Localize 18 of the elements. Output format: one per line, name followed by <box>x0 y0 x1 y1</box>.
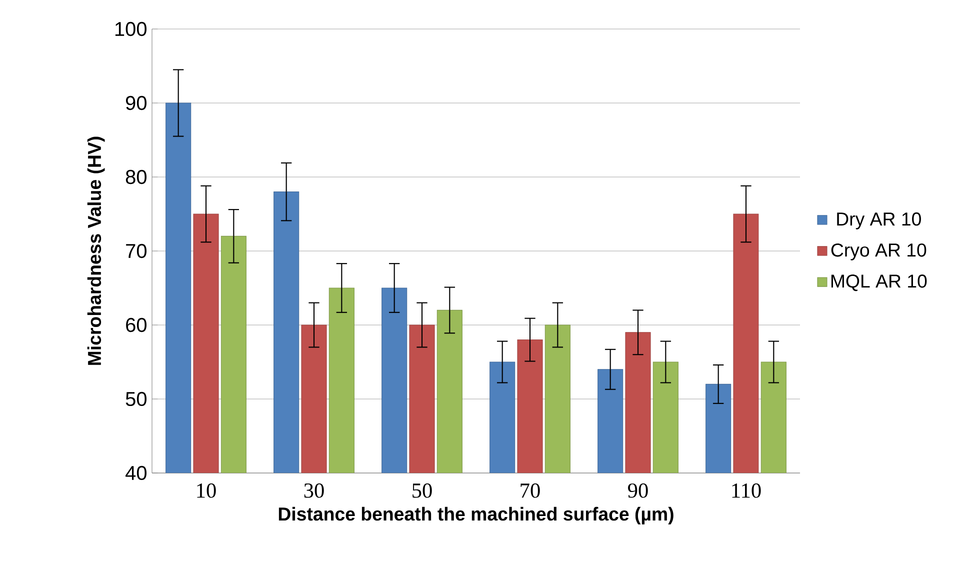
y-tick-label: 90 <box>126 96 146 110</box>
x-axis-title: Distance beneath the machined surface (µm) <box>278 506 674 524</box>
y-tick-label: 80 <box>126 170 146 184</box>
y-tick-label: 60 <box>126 318 146 332</box>
x-tick-label: 50 <box>412 483 432 498</box>
x-tick-label: 110 <box>732 483 761 498</box>
y-axis-title: Microhardness Value (HV) <box>87 136 105 365</box>
x-tick-label: 90 <box>628 483 648 498</box>
y-tick-label: 50 <box>126 392 146 406</box>
x-tick-label: 10 <box>197 483 216 498</box>
x-tick-label: 30 <box>304 483 324 498</box>
x-tick-label: 70 <box>520 483 540 498</box>
y-tick-label: 70 <box>126 244 146 258</box>
y-tick-label: 100 <box>115 22 146 36</box>
legend-label: Cryo AR 10 <box>831 243 926 260</box>
legend-label: MQL AR 10 <box>831 274 927 292</box>
y-tick-label: 40 <box>126 466 146 480</box>
legend-label: Dry AR 10 <box>837 212 921 230</box>
